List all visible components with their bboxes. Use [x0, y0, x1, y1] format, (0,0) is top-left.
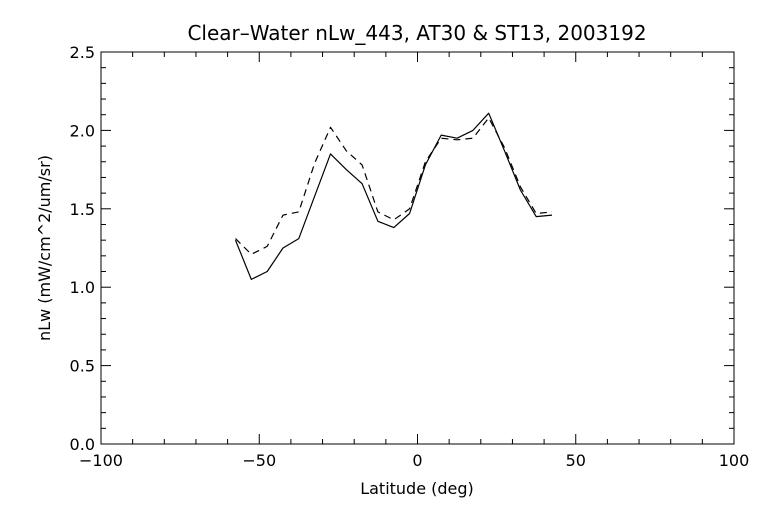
chart-title: Clear–Water nLw_443, AT30 & ST13, 200319… — [187, 21, 646, 45]
y-axis-label: nLw (mW/cm^2/um/sr) — [35, 155, 54, 341]
x-axis-label: Latitude (deg) — [360, 479, 474, 498]
x-tick-label: −100 — [79, 451, 123, 470]
series-line-1-solid — [234, 112, 553, 280]
y-tick-label: 1.0 — [70, 278, 95, 297]
x-tick-label: 100 — [719, 451, 750, 470]
y-tick-label: 2.0 — [70, 121, 95, 140]
y-tick-label: 0.0 — [70, 435, 95, 454]
x-tick-label: 50 — [566, 451, 586, 470]
y-tick-label: 0.5 — [70, 357, 95, 376]
y-tick-label: 1.5 — [70, 200, 95, 219]
series-line-2-dashed — [235, 117, 553, 255]
y-tick-label: 2.5 — [70, 43, 95, 62]
plot-frame — [100, 51, 735, 445]
series-layer — [234, 112, 553, 280]
axes: −100 −50 0 50 100 0.0 0.5 1.0 1.5 2.0 2.5 — [70, 43, 750, 470]
x-tick-label: −50 — [242, 451, 276, 470]
x-tick-label: 0 — [412, 451, 422, 470]
